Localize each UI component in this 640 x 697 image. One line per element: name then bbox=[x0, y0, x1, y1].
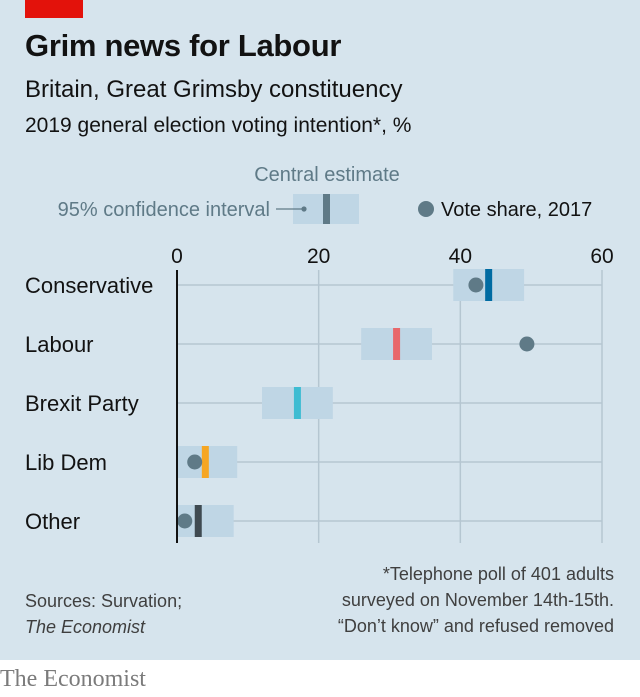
category-label-lib-dem: Lib Dem bbox=[25, 450, 107, 475]
legend-central-estimate-label: Central estimate bbox=[254, 164, 400, 186]
central-estimate-mark-other bbox=[194, 505, 202, 537]
chart-subtitle: Britain, Great Grimsby constituency bbox=[25, 76, 403, 103]
x-tick-label-20: 20 bbox=[307, 245, 330, 268]
central-estimate-mark-labour bbox=[393, 328, 401, 360]
chart-panel bbox=[0, 0, 640, 660]
vote-share-2017-dot-labour bbox=[519, 336, 535, 352]
central-estimate-mark-brexit-party bbox=[293, 387, 301, 419]
gridlines bbox=[317, 270, 603, 543]
dot-range-chart: Central estimate 95% confidence interval… bbox=[25, 164, 614, 543]
category-label-labour: Labour bbox=[25, 332, 94, 357]
legend-confidence-interval-label: 95% confidence interval bbox=[58, 199, 270, 221]
sources-line-1: Sources: Survation; bbox=[25, 591, 183, 611]
x-tick-label-0: 0 bbox=[171, 245, 183, 268]
category-label-brexit-party: Brexit Party bbox=[25, 391, 139, 416]
economist-brand: The Economist bbox=[0, 666, 146, 692]
footnote-line-1: *Telephone poll of 401 adults bbox=[382, 564, 614, 584]
category-label-conservative: Conservative bbox=[25, 273, 153, 298]
sources-note: Sources: Survation; The Economist bbox=[25, 588, 182, 640]
legend: Central estimate 95% confidence interval… bbox=[58, 164, 592, 224]
legend-vote-share-label: Vote share, 2017 bbox=[441, 199, 592, 221]
x-axis-ticks: 0 20 40 60 bbox=[171, 245, 614, 268]
footnote-line-3: “Don’t know” and refused removed bbox=[337, 616, 614, 636]
category-label-other: Other bbox=[25, 509, 80, 534]
chart-rows: Conservative Labour Brexit Party Lib Dem Oth… bbox=[25, 269, 602, 537]
chart-subtitle-units: 2019 general election voting intention*,… bbox=[25, 114, 412, 137]
x-tick-label-40: 40 bbox=[449, 245, 472, 268]
footnote-line-2: surveyed on November 14th-15th. bbox=[341, 590, 614, 610]
legend-pointer-dot bbox=[301, 206, 307, 212]
central-estimate-mark-lib-dem bbox=[201, 446, 209, 478]
brand-red-tag bbox=[25, 0, 83, 18]
legend-vote-share-dot bbox=[418, 201, 434, 217]
vote-share-2017-dot-conservative bbox=[468, 277, 484, 293]
sources-line-2: The Economist bbox=[25, 617, 146, 637]
legend-central-estimate-mark bbox=[323, 194, 330, 224]
chart-title: Grim news for Labour bbox=[25, 28, 342, 63]
vote-share-2017-dot-lib-dem bbox=[187, 454, 203, 470]
central-estimate-mark-conservative bbox=[485, 269, 493, 301]
vote-share-2017-dot-other bbox=[177, 513, 193, 529]
footnote: *Telephone poll of 401 adults surveyed o… bbox=[338, 561, 614, 639]
x-tick-label-60: 60 bbox=[590, 245, 613, 268]
